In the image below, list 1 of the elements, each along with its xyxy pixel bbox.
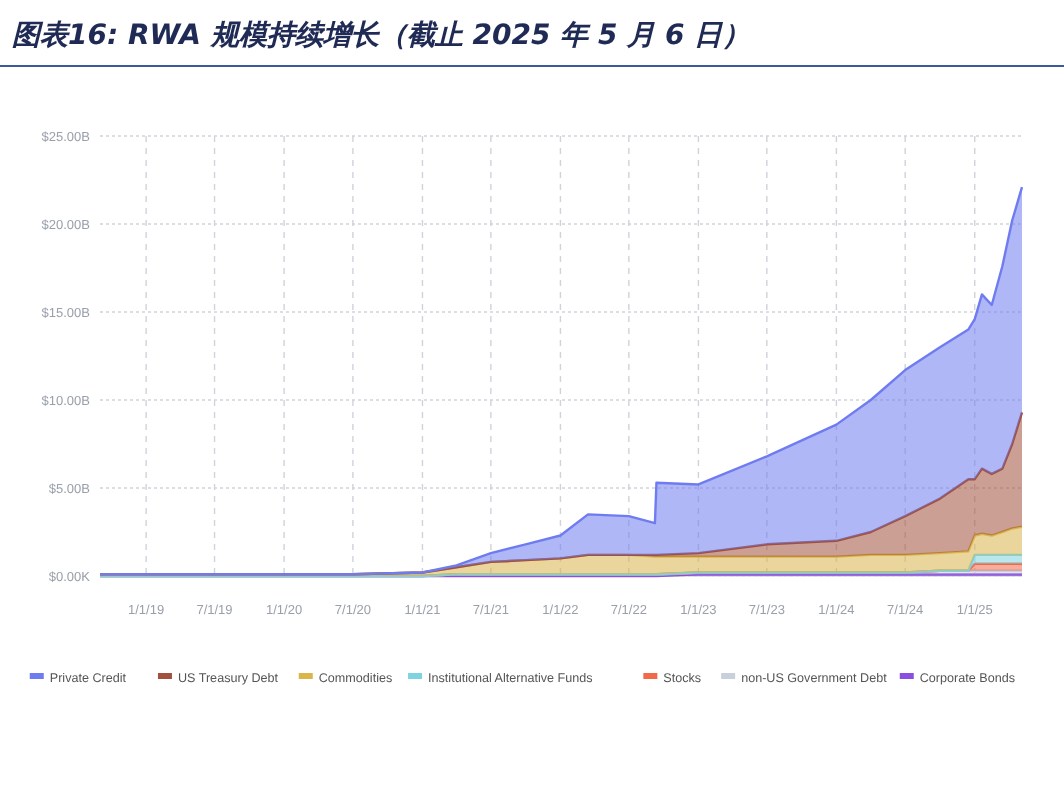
chart-title: 图表16: RWA 规模持续增长（截止 2025 年 5 月 6 日） bbox=[12, 20, 751, 52]
